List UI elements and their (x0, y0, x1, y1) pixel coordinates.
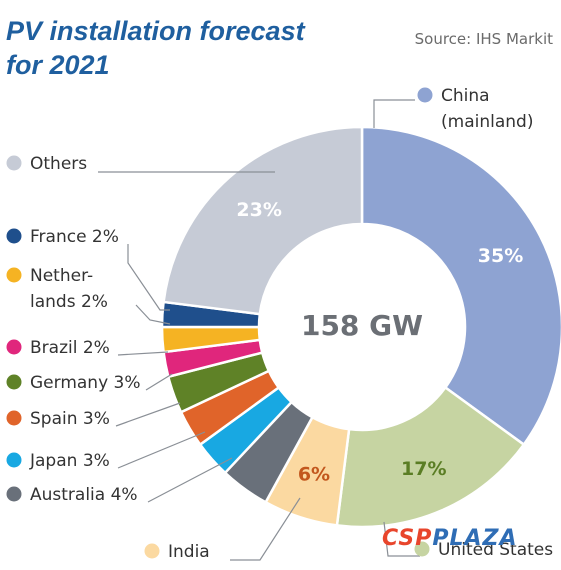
leader-line-us (383, 521, 420, 557)
center-total-label: 158 GW (301, 309, 423, 342)
data-label-china: 35% (478, 245, 523, 267)
leader-line-brazil (117, 351, 169, 356)
slice-us (335, 385, 526, 529)
watermark-part-1: CSP (382, 526, 433, 551)
legend-swatch-india (144, 543, 160, 559)
data-label-india: 6% (298, 463, 330, 485)
leader-line-japan (117, 431, 206, 469)
legend-label-japan: Japan 3% (29, 451, 110, 471)
legend-swatch-china (417, 87, 433, 103)
legend-label-brazil: Brazil 2% (30, 338, 110, 358)
watermark-part-2: PLAZA (432, 526, 518, 551)
leader-line-china (373, 99, 415, 128)
legend-label-netherlands: Nether-lands 2% (30, 266, 108, 312)
data-label-us: 17% (401, 458, 446, 480)
legend-swatch-brazil (6, 339, 22, 355)
data-labels-group: 35% 17% 6% 23% (236, 199, 523, 486)
legend-label-china: China (mainland) (441, 86, 533, 132)
legend-label-france: France 2% (30, 227, 119, 247)
legend-label-australia: Australia 4% (30, 485, 138, 505)
legend-swatch-france (6, 228, 22, 244)
legend-label-spain: Spain 3% (30, 409, 110, 429)
legend-swatch-spain (6, 410, 22, 426)
chart-title-line-2: for 2021 (6, 50, 110, 80)
legend-swatch-germany (6, 374, 22, 390)
leader-line-australia (147, 457, 233, 503)
legend-label-others: Others (30, 154, 87, 174)
leader-lines-group (98, 99, 420, 561)
watermark: CSPPLAZA (382, 526, 518, 551)
legend-label-us: United States (438, 540, 553, 560)
leader-line-germany (145, 373, 173, 391)
slices-group (160, 125, 561, 529)
legend-label-india: India (168, 542, 210, 562)
legend-swatch-us (414, 541, 430, 557)
data-label-others: 23% (236, 199, 281, 221)
leader-line-netherlands (135, 304, 171, 325)
legend-label-germany: Germany 3% (30, 373, 141, 393)
chart-title: PV installation forecast for 2021 (6, 14, 305, 82)
legend-swatch-others (6, 155, 22, 171)
legend-swatch-netherlands (6, 267, 22, 283)
source-note: Source: IHS Markit (414, 30, 553, 48)
legend-group: China (mainland) United States India Austral… (6, 86, 553, 562)
slice-china (360, 125, 561, 447)
legend-swatch-australia (6, 486, 22, 502)
chart-title-line-1: PV installation forecast (6, 16, 305, 46)
slice-others (162, 125, 364, 316)
leader-line-spain (115, 402, 181, 427)
leader-line-france (127, 244, 170, 311)
legend-swatch-japan (6, 452, 22, 468)
leader-line-india (230, 497, 301, 561)
